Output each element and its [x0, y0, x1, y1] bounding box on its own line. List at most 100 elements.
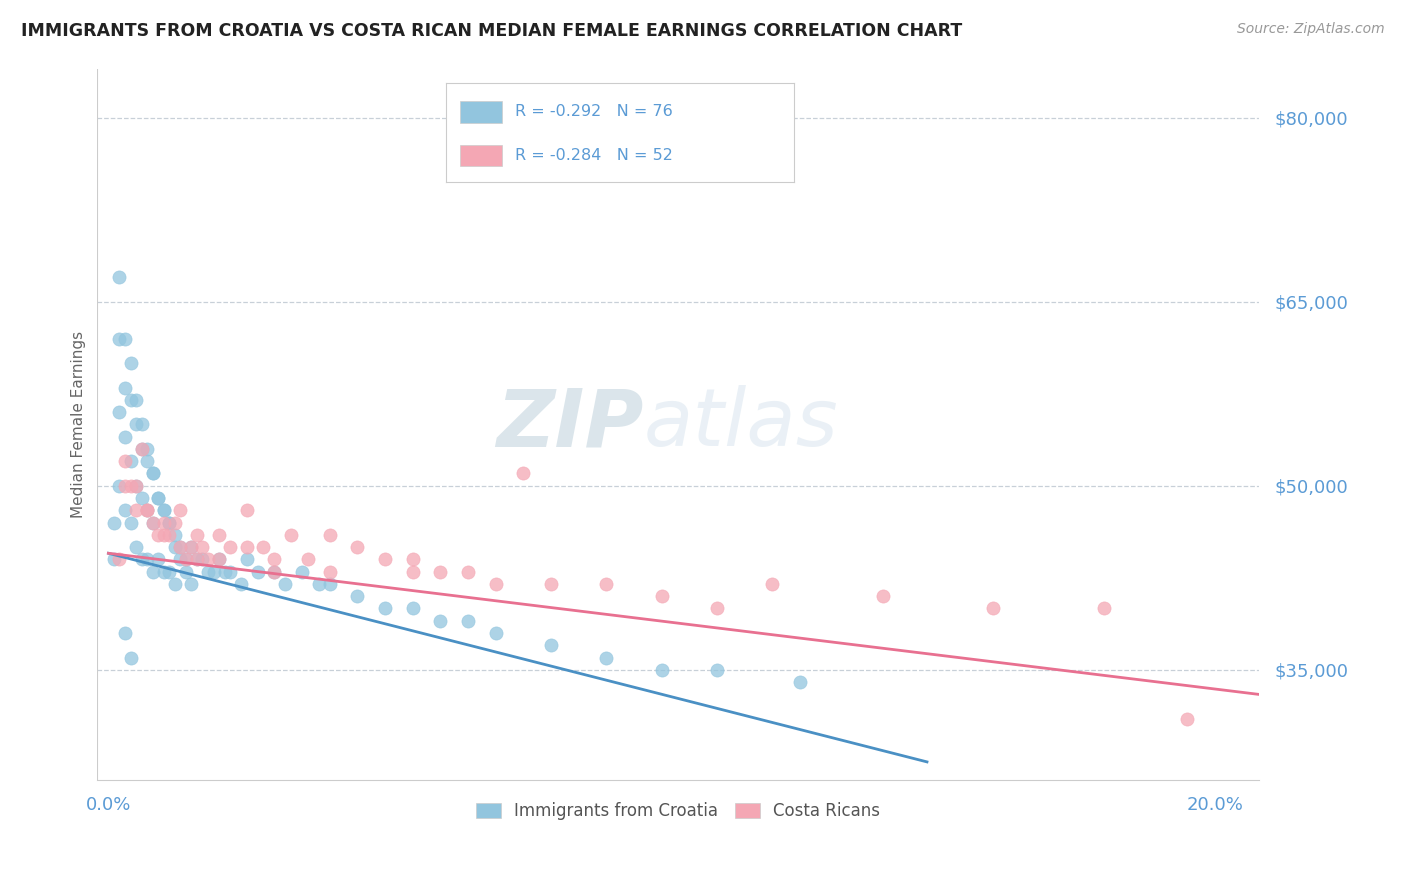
Point: [191, 540, 214, 554]
Point: [374, 601, 396, 615]
Point: [152, 516, 174, 530]
Point: [163, 528, 186, 542]
Text: IMMIGRANTS FROM CROATIA VS COSTA RICAN MEDIAN FEMALE EARNINGS CORRELATION CHART: IMMIGRANTS FROM CROATIA VS COSTA RICAN M…: [21, 22, 962, 40]
Point: [706, 601, 728, 615]
Point: [142, 516, 165, 530]
Point: [142, 467, 165, 481]
Point: [484, 577, 506, 591]
Point: [114, 430, 136, 444]
Point: [131, 442, 153, 456]
Point: [108, 479, 131, 493]
Point: [219, 540, 242, 554]
Point: [401, 601, 423, 615]
Point: [169, 503, 191, 517]
Point: [180, 540, 202, 554]
Point: [125, 479, 148, 493]
Point: [114, 381, 136, 395]
Point: [208, 528, 231, 542]
Point: [163, 540, 186, 554]
Point: [114, 454, 136, 468]
Point: [512, 467, 534, 481]
Point: [457, 614, 479, 628]
Point: [108, 270, 131, 285]
Point: [761, 577, 783, 591]
Point: [103, 516, 125, 530]
Point: [540, 638, 562, 652]
Point: [120, 454, 142, 468]
Point: [291, 565, 314, 579]
Point: [246, 565, 269, 579]
Point: [108, 552, 131, 566]
Point: [114, 479, 136, 493]
Point: [142, 467, 165, 481]
Point: [152, 528, 174, 542]
Point: [208, 552, 231, 566]
Point: [186, 552, 208, 566]
Point: [706, 663, 728, 677]
Point: [186, 552, 208, 566]
Point: [169, 540, 191, 554]
Point: [108, 331, 131, 345]
Text: Source: ZipAtlas.com: Source: ZipAtlas.com: [1237, 22, 1385, 37]
Point: [983, 601, 1005, 615]
Point: [142, 516, 165, 530]
Point: [169, 540, 191, 554]
Point: [374, 552, 396, 566]
Point: [280, 528, 302, 542]
Point: [163, 516, 186, 530]
Point: [484, 626, 506, 640]
Point: [297, 552, 319, 566]
Point: [235, 540, 257, 554]
Point: [429, 614, 451, 628]
Point: [346, 540, 368, 554]
Point: [131, 417, 153, 432]
Point: [214, 565, 236, 579]
Point: [263, 565, 285, 579]
Point: [163, 577, 186, 591]
Point: [125, 540, 148, 554]
Point: [789, 675, 811, 690]
Point: [197, 552, 219, 566]
Point: [595, 577, 617, 591]
Point: [152, 503, 174, 517]
Point: [202, 565, 225, 579]
Point: [231, 577, 253, 591]
Point: [131, 491, 153, 505]
Point: [125, 503, 148, 517]
Point: [148, 528, 170, 542]
Point: [186, 528, 208, 542]
Point: [169, 552, 191, 566]
Point: [318, 528, 340, 542]
Point: [457, 565, 479, 579]
Point: [274, 577, 297, 591]
Point: [136, 552, 159, 566]
Y-axis label: Median Female Earnings: Median Female Earnings: [72, 331, 86, 518]
Point: [114, 503, 136, 517]
Point: [157, 565, 180, 579]
Point: [136, 454, 159, 468]
Point: [429, 565, 451, 579]
Point: [157, 528, 180, 542]
Point: [540, 577, 562, 591]
Point: [157, 516, 180, 530]
Point: [148, 552, 170, 566]
Point: [650, 589, 672, 603]
Point: [318, 565, 340, 579]
Point: [152, 503, 174, 517]
Point: [131, 442, 153, 456]
Point: [1092, 601, 1115, 615]
Point: [148, 491, 170, 505]
Point: [108, 405, 131, 419]
Point: [125, 417, 148, 432]
Point: [263, 552, 285, 566]
Point: [346, 589, 368, 603]
Point: [120, 356, 142, 370]
Point: [219, 565, 242, 579]
Point: [180, 577, 202, 591]
Point: [120, 392, 142, 407]
Point: [114, 626, 136, 640]
Point: [174, 552, 197, 566]
Point: [114, 331, 136, 345]
Text: atlas: atlas: [644, 385, 838, 464]
Point: [401, 552, 423, 566]
